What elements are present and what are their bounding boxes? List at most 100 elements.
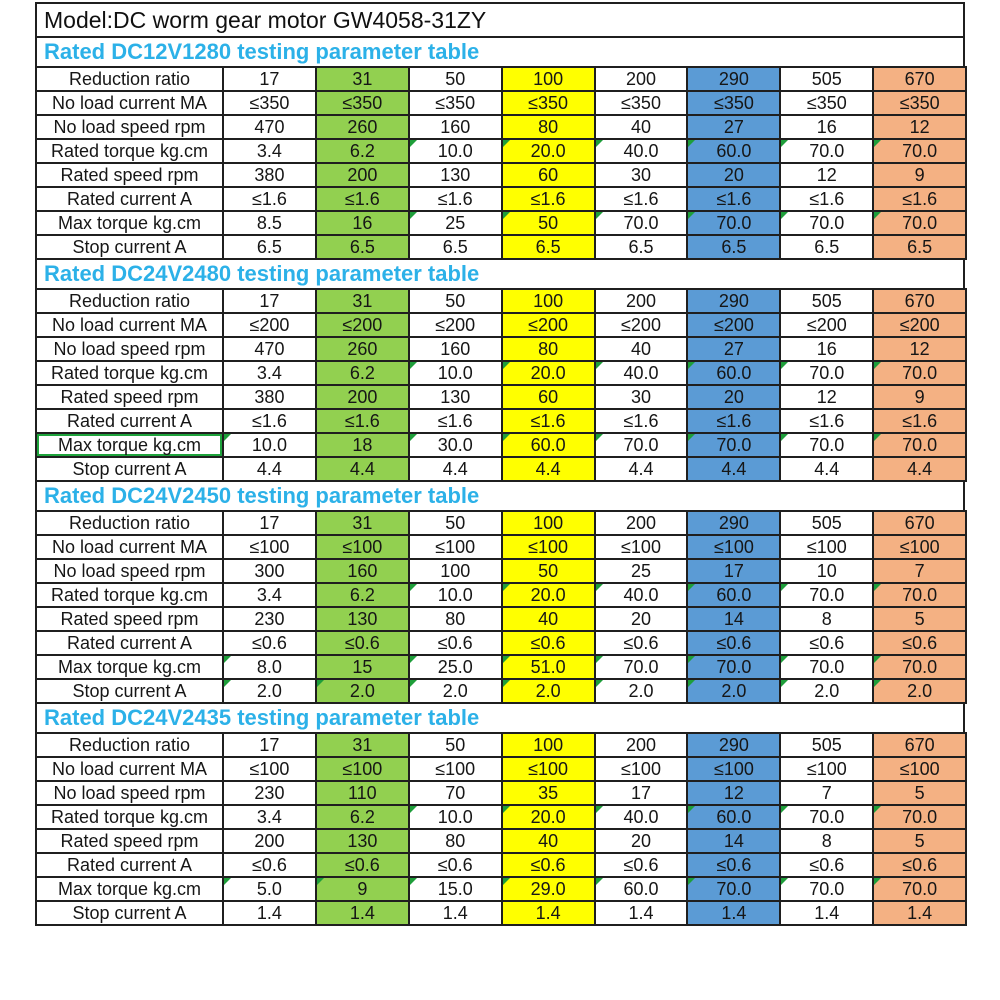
table-row: Max torque kg.cm 10.0 18 30.0 60.0 70.0 70.0 70…: [35, 432, 968, 458]
table-cell: 200: [314, 384, 410, 410]
flag-triangle-icon: [596, 363, 603, 369]
row-label: Stop current A: [35, 456, 224, 482]
table-cell: 4.4: [407, 456, 503, 482]
table-cell: 8.5: [222, 210, 317, 236]
table-cell: ≤100: [593, 756, 689, 782]
row-label: Reduction ratio: [35, 732, 224, 758]
table-cell: ≤350: [222, 90, 317, 116]
flag-triangle-icon: [782, 879, 789, 885]
table-cell: ≤100: [500, 534, 596, 560]
table-cell: 70.0: [686, 876, 782, 902]
model-title: Model:DC worm gear motor GW4058-31ZY: [35, 2, 965, 38]
flag-triangle-icon: [875, 657, 882, 663]
table-cell: ≤0.6: [686, 630, 782, 656]
table-cell: 100: [500, 510, 596, 536]
section-title: Rated DC12V1280 testing parameter table: [35, 36, 965, 68]
table-row: No load speed rpm 470 260 160 80 40 27 16 12: [35, 336, 968, 362]
table-cell: 40: [593, 336, 689, 362]
table-cell: ≤1.6: [314, 408, 410, 434]
table-cell: 470: [222, 336, 317, 362]
table-cell: 6.5: [500, 234, 596, 260]
table-cell: ≤1.6: [500, 408, 596, 434]
table-cell: 1.4: [314, 900, 410, 926]
table-cell: 7: [872, 558, 968, 584]
table-cell: 505: [779, 732, 875, 758]
table-cell: ≤100: [686, 756, 782, 782]
table-cell: ≤100: [779, 756, 875, 782]
table-cell: ≤200: [314, 312, 410, 338]
table-cell: 70.0: [686, 432, 782, 458]
table-cell: ≤0.6: [872, 852, 968, 878]
table-cell: 3.4: [222, 582, 317, 608]
table-cell: 130: [407, 384, 503, 410]
table-cell: 70.0: [593, 432, 689, 458]
table-section: Rated DC24V2450 testing parameter table R…: [35, 480, 968, 704]
table-row: No load current MA ≤100 ≤100 ≤100 ≤100 ≤100 ≤1…: [35, 756, 968, 782]
table-row: Stop current A 6.5 6.5 6.5 6.5 6.5 6.5 6.5 6.5: [35, 234, 968, 260]
flag-triangle-icon: [875, 585, 882, 591]
table-cell: 70.0: [779, 804, 875, 830]
flag-triangle-icon: [317, 879, 324, 885]
table-cell: 3.4: [222, 804, 317, 830]
table-cell: 12: [779, 384, 875, 410]
table-row: Max torque kg.cm 8.0 15 25.0 51.0 70.0 70.0 70.…: [35, 654, 968, 680]
flag-triangle-icon: [596, 141, 603, 147]
flag-triangle-icon: [689, 585, 696, 591]
table-cell: 200: [593, 66, 689, 92]
table-cell: 2.0: [779, 678, 875, 704]
table-row: Rated torque kg.cm 3.4 6.2 10.0 20.0 40.0 60.0…: [35, 582, 968, 608]
table-cell: ≤100: [407, 756, 503, 782]
table-cell: ≤350: [314, 90, 410, 116]
table-cell: 6.2: [314, 138, 410, 164]
table-cell: 290: [686, 732, 782, 758]
flag-triangle-icon: [689, 435, 696, 441]
flag-triangle-icon: [596, 585, 603, 591]
table-cell: 35: [500, 780, 596, 806]
table-cell: 70.0: [593, 654, 689, 680]
flag-triangle-icon: [689, 657, 696, 663]
table-cell: 12: [686, 780, 782, 806]
row-label: Rated speed rpm: [35, 162, 224, 188]
table-row: Rated speed rpm 380 200 130 60 30 20 12 9: [35, 384, 968, 410]
table-cell: ≤200: [407, 312, 503, 338]
row-label: Rated speed rpm: [35, 828, 224, 854]
table-cell: ≤1.6: [686, 408, 782, 434]
table-cell: ≤0.6: [407, 852, 503, 878]
row-label: Max torque kg.cm: [35, 876, 224, 902]
flag-triangle-icon: [875, 213, 882, 219]
table-cell: ≤1.6: [593, 408, 689, 434]
table-section: Rated DC24V2480 testing parameter table R…: [35, 258, 968, 482]
flag-triangle-icon: [782, 435, 789, 441]
table-cell: ≤100: [407, 534, 503, 560]
table-cell: ≤1.6: [593, 186, 689, 212]
row-label: No load current MA: [35, 756, 224, 782]
row-label: Rated torque kg.cm: [35, 582, 224, 608]
table-cell: 5: [872, 828, 968, 854]
row-label: Max torque kg.cm: [35, 432, 224, 458]
table-cell: 6.5: [779, 234, 875, 260]
table-cell: 230: [222, 780, 317, 806]
flag-triangle-icon: [875, 681, 882, 687]
table-cell: ≤350: [872, 90, 968, 116]
row-label: No load current MA: [35, 312, 224, 338]
table-cell: 70.0: [779, 654, 875, 680]
table-cell: 70.0: [872, 804, 968, 830]
table-cell: 260: [314, 336, 410, 362]
row-label: Max torque kg.cm: [35, 654, 224, 680]
table-cell: 6.2: [314, 360, 410, 386]
table-cell: 80: [500, 114, 596, 140]
table-cell: ≤100: [593, 534, 689, 560]
table-row: Rated current A ≤0.6 ≤0.6 ≤0.6 ≤0.6 ≤0.6 ≤0.6 ≤…: [35, 630, 968, 656]
row-label: Rated torque kg.cm: [35, 138, 224, 164]
table-cell: 50: [407, 510, 503, 536]
flag-triangle-icon: [503, 585, 510, 591]
table-cell: 4.4: [222, 456, 317, 482]
table-cell: ≤0.6: [779, 852, 875, 878]
table-cell: ≤1.6: [872, 408, 968, 434]
table-cell: 1.4: [593, 900, 689, 926]
table-cell: 6.5: [872, 234, 968, 260]
table-cell: 5: [872, 780, 968, 806]
row-label: No load speed rpm: [35, 336, 224, 362]
flag-triangle-icon: [410, 879, 417, 885]
table-cell: 70.0: [872, 432, 968, 458]
